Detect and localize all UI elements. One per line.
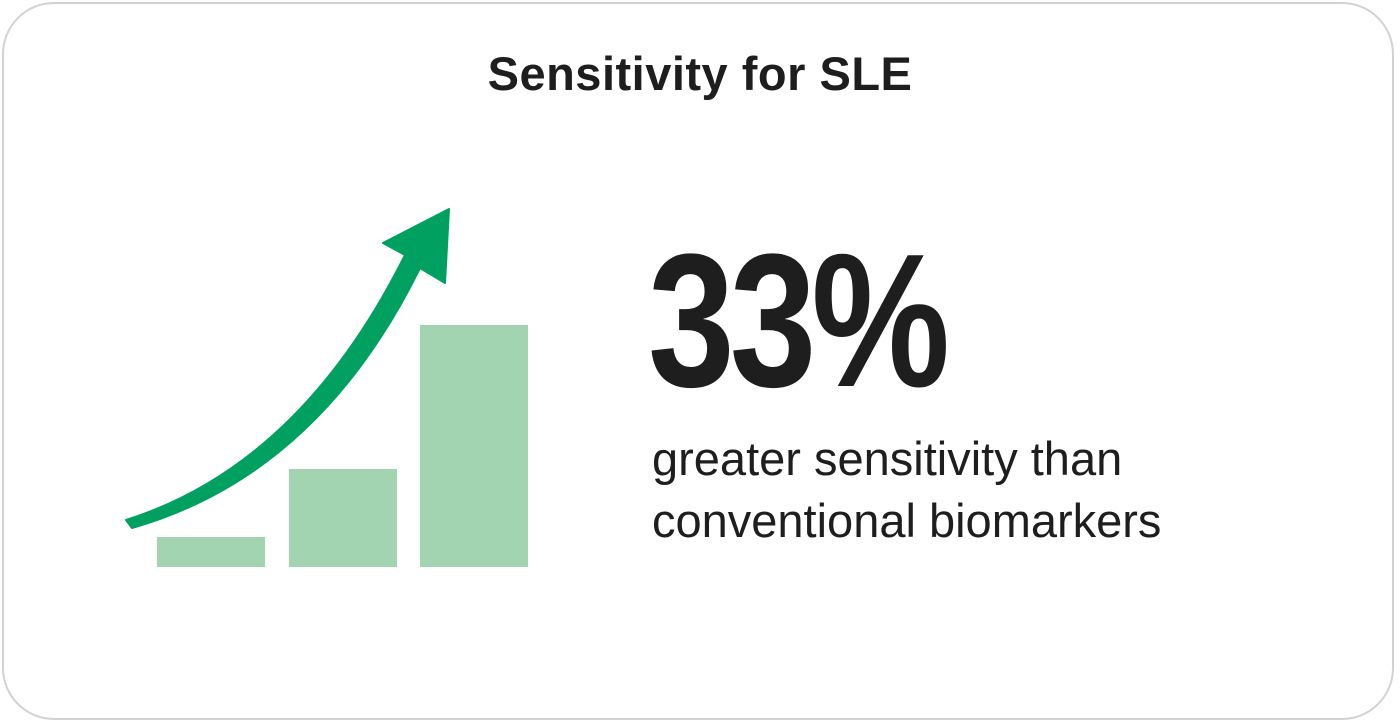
card-title: Sensitivity for SLE bbox=[487, 47, 913, 100]
stat-description-line-1: greater sensitivity than bbox=[652, 432, 1123, 485]
bar-medium bbox=[289, 469, 397, 567]
bar-large bbox=[420, 325, 528, 567]
stat-description-line-2: conventional biomarkers bbox=[652, 494, 1162, 547]
stat-value: 33% bbox=[648, 215, 950, 427]
bar-small bbox=[157, 537, 265, 567]
stat-description: greater sensitivity than conventional bi… bbox=[652, 428, 1161, 552]
trend-arrow-icon bbox=[125, 208, 450, 529]
